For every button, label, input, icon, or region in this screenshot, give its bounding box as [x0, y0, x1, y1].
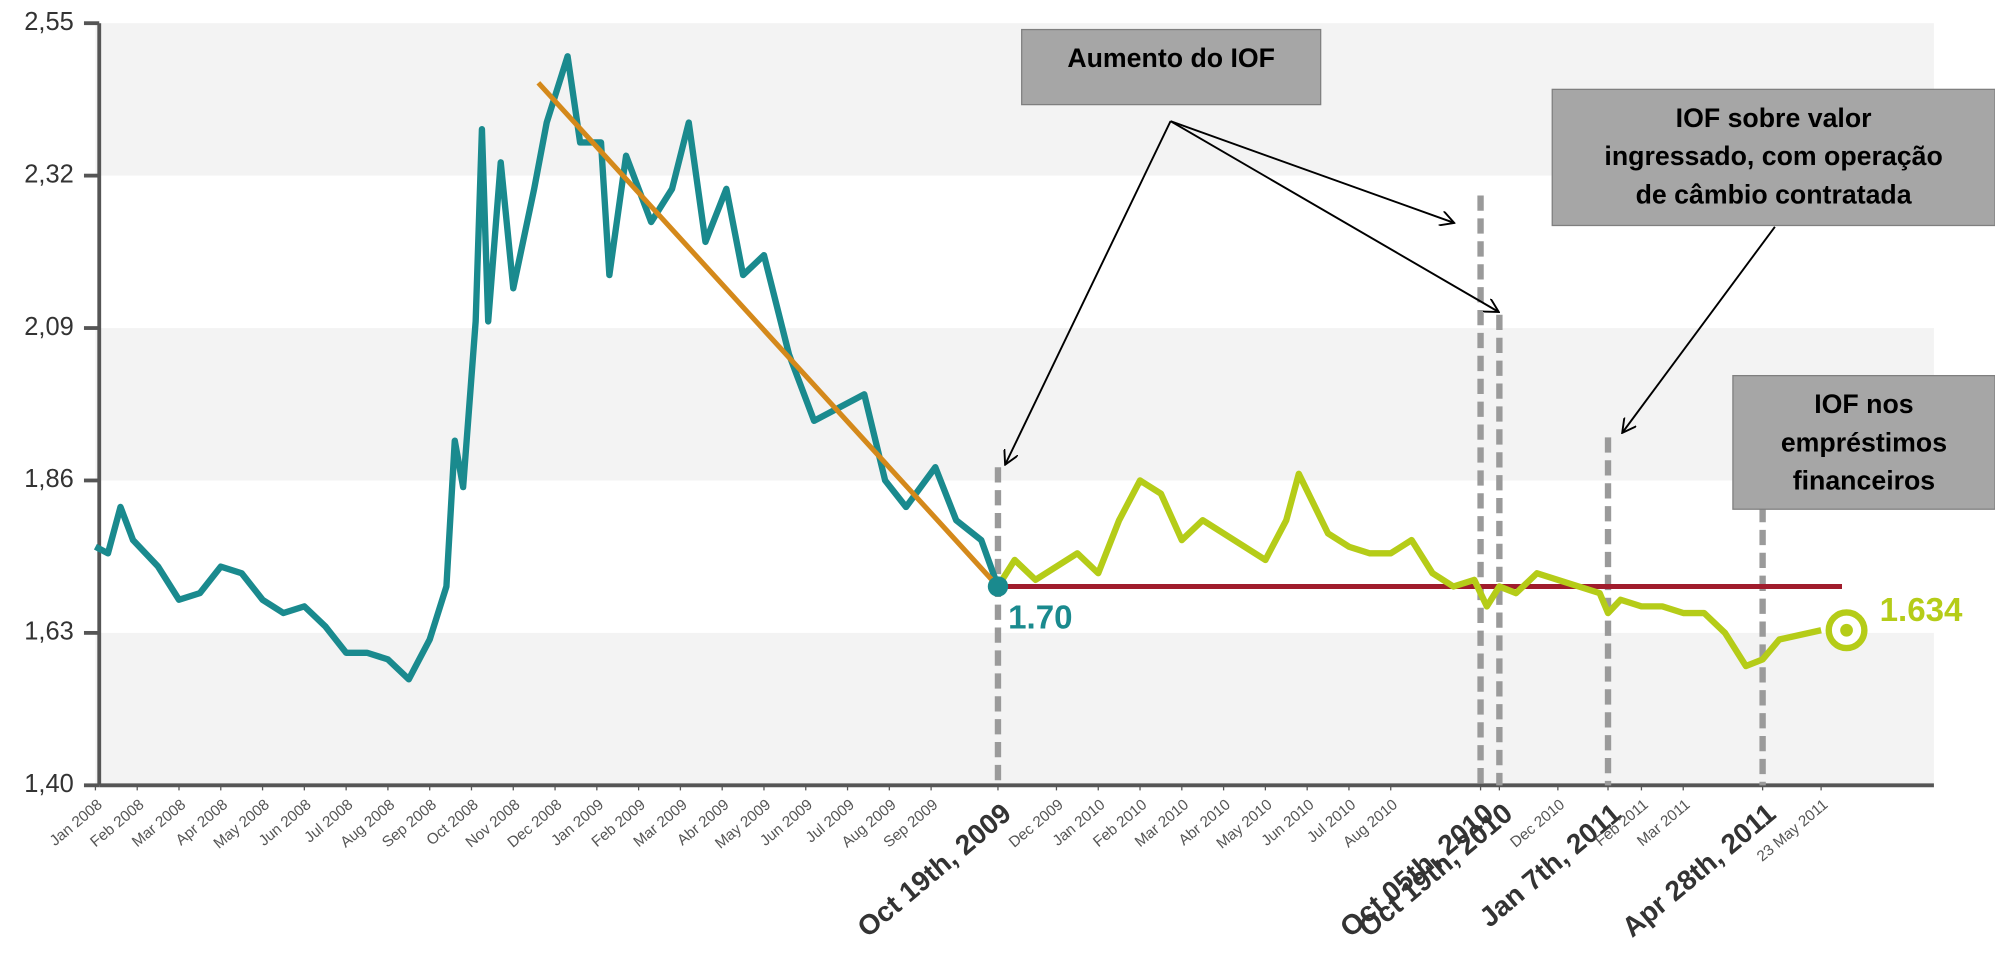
- annotation-text: IOF sobre valor: [1676, 103, 1872, 133]
- annotation-box: [1732, 374, 1995, 510]
- annotation-box: [1551, 88, 1995, 227]
- end-marker-dot: [1840, 623, 1853, 637]
- annotation-text: Aumento do IOF: [1067, 43, 1275, 73]
- annotation-arrow: [1005, 120, 1172, 465]
- band: [95, 632, 1934, 786]
- annotation-text: financeiros: [1793, 466, 1935, 496]
- y-tick-label: 1,40: [24, 770, 74, 798]
- value-label: 1.634: [1880, 592, 1963, 629]
- annotation-arrow: [1170, 120, 1455, 223]
- annotation-arrow: [1622, 226, 1776, 433]
- y-tick-label: 1,63: [24, 618, 74, 646]
- x-tick-label: Apr 28th, 2011: [1616, 797, 1781, 943]
- annotation-box: [1021, 28, 1322, 106]
- band: [95, 328, 1934, 481]
- y-tick-label: 2,55: [24, 8, 74, 36]
- annotation-text: ingressado, com operação: [1604, 141, 1942, 171]
- end-marker: [987, 576, 1009, 597]
- data-line: [93, 53, 1001, 683]
- annotation-text: IOF nos: [1814, 389, 1913, 419]
- annotation-text: empréstimos: [1781, 427, 1947, 457]
- y-tick-label: 2,09: [24, 313, 74, 341]
- annotation-text: de câmbio contratada: [1636, 179, 1913, 209]
- data-line: [995, 470, 1822, 670]
- y-tick-label: 1,86: [24, 465, 74, 493]
- value-label: 1.70: [1008, 599, 1072, 636]
- y-tick-label: 2,32: [24, 160, 74, 188]
- trend-line: [536, 81, 1000, 589]
- annotation-arrow: [1170, 120, 1499, 312]
